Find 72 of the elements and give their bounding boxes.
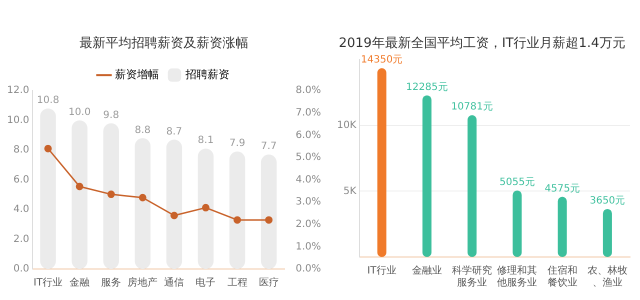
- point: [202, 204, 210, 212]
- data-label: 12285元: [406, 82, 448, 93]
- y-tick-label: 12.0: [7, 85, 30, 96]
- bar: [602, 208, 612, 257]
- y2-tick-label: 0.0%: [296, 264, 321, 275]
- point: [265, 216, 273, 224]
- x-tick-label: 科学研究服务业: [452, 264, 492, 289]
- point: [107, 190, 115, 198]
- x-tick-label: IT行业: [367, 264, 396, 277]
- bar: [198, 148, 214, 269]
- y-tick-label: 10.0: [7, 114, 30, 126]
- x-tick-label: 房地产: [128, 276, 158, 289]
- bar: [468, 115, 477, 257]
- bar: [103, 123, 120, 269]
- legend-label: 薪资增幅: [115, 68, 159, 81]
- y2-tick-label: 5.0%: [296, 152, 321, 164]
- x-tick-label: 医疗: [258, 276, 279, 289]
- y-tick-label: 6.0: [13, 174, 30, 186]
- bar: [229, 152, 246, 269]
- y2-tick-label: 4.0%: [296, 174, 321, 186]
- bar: [134, 138, 151, 269]
- y-tick-label: 5K: [343, 186, 357, 197]
- data-label: 10781元: [451, 102, 493, 113]
- y-tick-label: 2.0: [13, 234, 30, 245]
- y-tick-label: 10K: [336, 120, 357, 131]
- point: [170, 212, 178, 220]
- y2-tick-label: 8.0%: [296, 85, 321, 96]
- bar: [72, 120, 88, 269]
- data-label: 8.1: [198, 135, 214, 146]
- x-tick-label: 电子: [196, 276, 216, 289]
- y2-tick-label: 7.0%: [296, 107, 321, 118]
- y2-tick-label: 1.0%: [296, 241, 321, 252]
- data-label: 5055元: [499, 177, 535, 188]
- bar: [512, 190, 522, 257]
- data-label: 8.7: [166, 126, 182, 138]
- x-tick-label: 农、林牧、渔业: [587, 264, 628, 289]
- bar: [377, 68, 386, 257]
- data-label: 10.0: [68, 106, 91, 118]
- bar: [260, 154, 277, 269]
- data-label: 4575元: [544, 183, 580, 194]
- x-tick-label: IT行业: [34, 276, 63, 289]
- x-tick-label: 服务: [101, 276, 122, 289]
- y-tick-label: 8.0: [13, 144, 30, 156]
- point: [44, 144, 52, 152]
- y2-tick-label: 3.0%: [296, 196, 321, 208]
- y-tick-label: 4.0: [13, 204, 30, 216]
- data-label: 9.8: [103, 110, 120, 121]
- x-tick-label: 工程: [227, 278, 248, 289]
- x-tick-label: 修理和其他服务业: [497, 264, 538, 289]
- x-tick-label: 住宿和餐饮业: [547, 264, 578, 289]
- y2-tick-label: 6.0%: [296, 130, 321, 141]
- y2-tick-label: 2.0%: [296, 218, 321, 230]
- point: [234, 216, 242, 224]
- bar: [166, 140, 182, 269]
- bar: [422, 95, 432, 257]
- bar: [40, 108, 56, 269]
- data-label: 8.8: [134, 124, 151, 136]
- data-label: 3650元: [590, 196, 626, 207]
- data-label: 14350元: [360, 54, 403, 66]
- data-label: 10.8: [36, 95, 60, 106]
- data-label: 7.7: [260, 141, 277, 152]
- x-tick-label: 金融业: [412, 264, 442, 277]
- point: [76, 182, 84, 190]
- bar: [558, 196, 567, 257]
- chart-title: 最新平均招聘薪资及薪资涨幅: [80, 36, 248, 52]
- point: [138, 194, 146, 202]
- legend-label: 招聘薪资: [184, 68, 230, 81]
- chart-title: 2019年最新全国平均工资，IT行业月薪超1.4万元: [338, 36, 626, 52]
- x-tick-label: 金融: [70, 276, 90, 289]
- y-tick-label: 0.0: [13, 264, 30, 275]
- x-tick-label: 通信: [164, 276, 184, 289]
- data-label: 7.9: [229, 138, 246, 150]
